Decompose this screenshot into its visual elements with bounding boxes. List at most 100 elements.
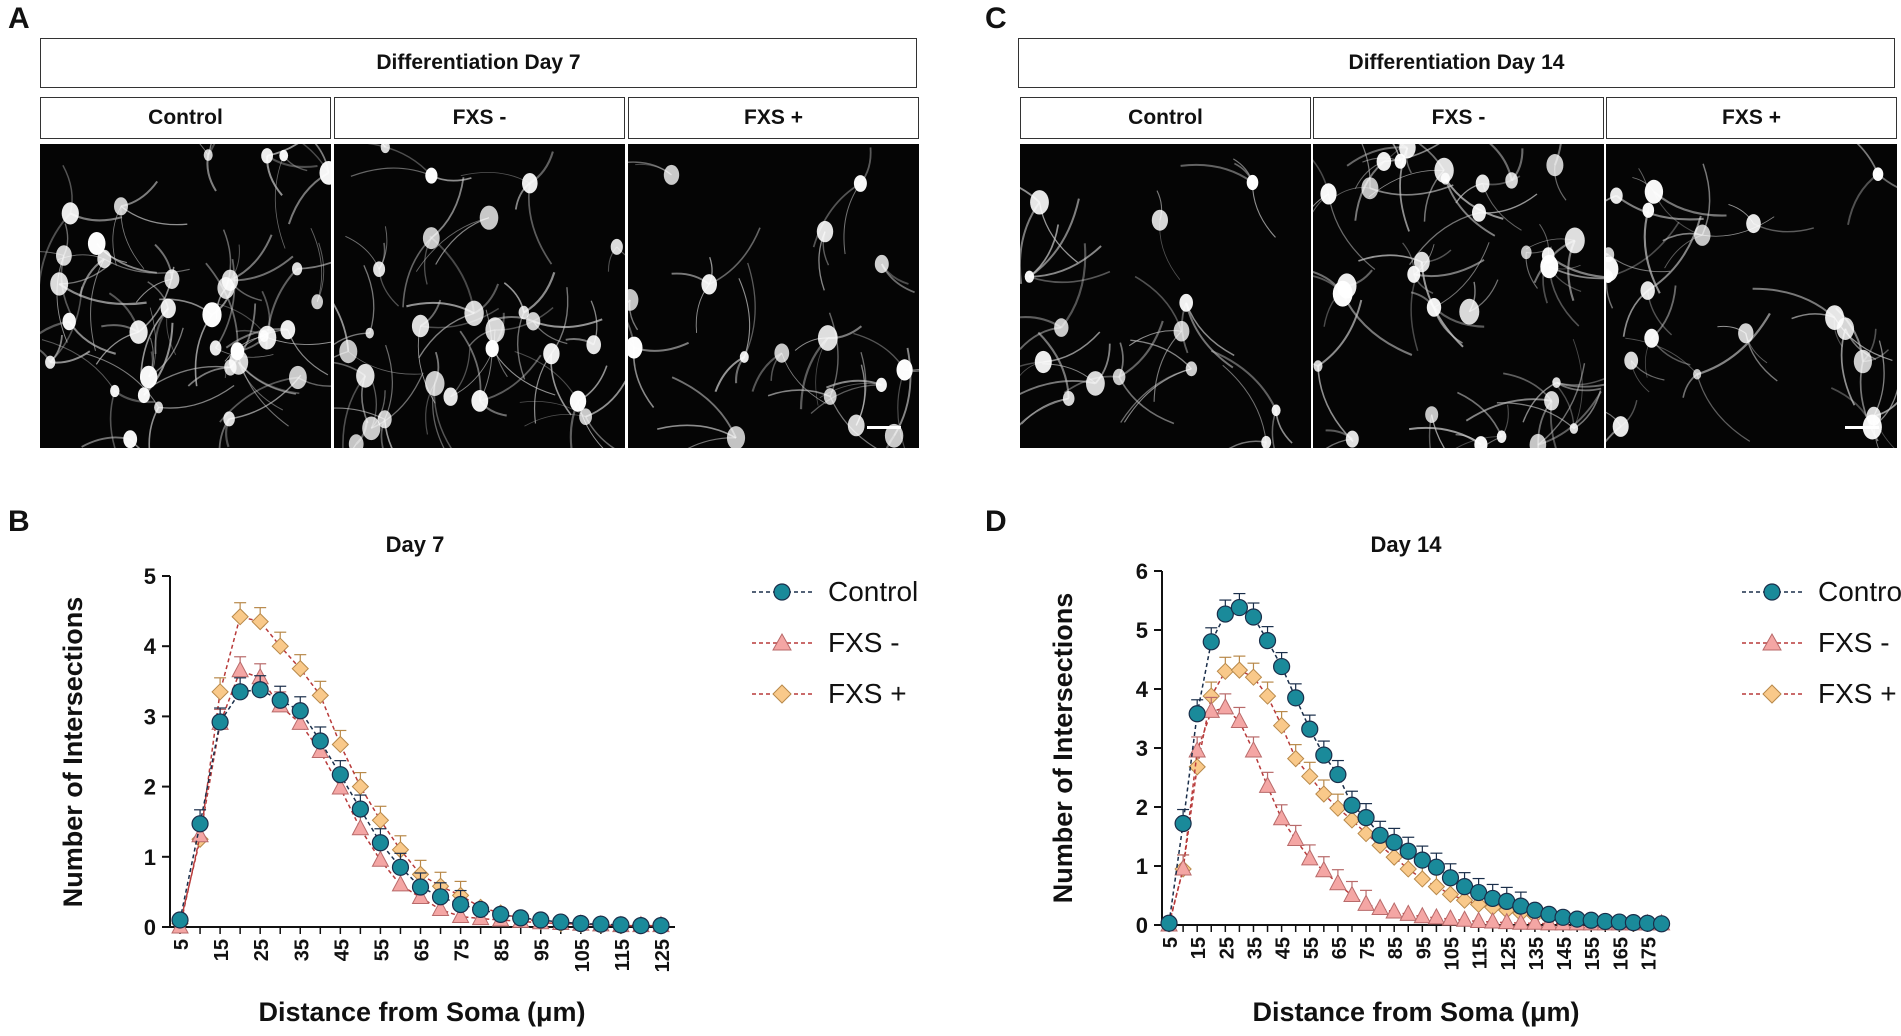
data-point-fxsplus	[1188, 758, 1206, 776]
x-tick-label-day7: 65	[411, 939, 433, 961]
data-point-control	[512, 909, 530, 927]
data-point-control	[1258, 632, 1277, 650]
data-point-fxsminus	[231, 660, 249, 678]
data-point-control	[1174, 814, 1192, 833]
panel-label-c: C	[985, 2, 1007, 35]
soma	[543, 343, 560, 365]
condition-label-fxs-plus-day14: FXS +	[1606, 97, 1897, 139]
neurite	[1383, 144, 1405, 162]
soma	[1642, 202, 1655, 218]
y-tick-label-day14: 5	[1136, 618, 1148, 643]
micrograph-control-day7	[40, 144, 331, 448]
data-point-control	[1329, 765, 1347, 784]
data-point-fxsminus	[1413, 906, 1432, 924]
soma	[1612, 416, 1629, 437]
data-point-control	[1244, 608, 1263, 626]
neurite	[109, 390, 116, 448]
x-tick-label-day14: 125	[1498, 937, 1520, 970]
data-point-fxsplus	[351, 777, 370, 796]
neurite	[1444, 178, 1504, 220]
x-tick-label-day14: 175	[1638, 937, 1660, 970]
x-tick-label-day7: 55	[371, 939, 393, 961]
x-tick-label-day14: 45	[1273, 937, 1295, 959]
soma	[1034, 350, 1052, 374]
y-tick-label-day7: 0	[144, 915, 156, 940]
neurite	[1572, 338, 1583, 429]
soma	[1054, 318, 1069, 337]
data-point-fxsminus	[1343, 885, 1361, 902]
neurite	[1647, 215, 1702, 292]
soma	[1151, 209, 1168, 231]
data-point-fxsplus	[1272, 716, 1291, 735]
soma	[443, 387, 458, 406]
data-point-control	[191, 815, 209, 833]
neurite	[1180, 163, 1254, 184]
micrograph-fxs-plus-day7	[628, 144, 919, 448]
soma	[1569, 423, 1579, 434]
neurite	[1413, 259, 1485, 278]
soma	[726, 426, 746, 448]
soma	[1024, 270, 1035, 283]
legend-label-fxs-minus-day14: FXS -	[1818, 627, 1890, 658]
legend-label-fxs-plus-day14: FXS +	[1818, 678, 1897, 709]
data-point-control	[1357, 809, 1375, 827]
neurite	[1556, 378, 1604, 386]
x-tick-label-day14: 35	[1244, 937, 1266, 959]
soma	[1179, 293, 1193, 312]
neurite	[266, 144, 299, 157]
data-point-control	[1188, 705, 1206, 723]
x-tick-label-day14: 155	[1582, 937, 1604, 970]
soma	[1546, 154, 1564, 177]
x-axis-label-day14: Distance from Soma (μm)	[1252, 997, 1579, 1027]
neurite	[334, 407, 385, 420]
soma	[1425, 406, 1439, 423]
soma	[1407, 265, 1421, 283]
neurite	[1317, 299, 1363, 367]
soma	[425, 167, 438, 184]
x-tick-label-day14: 75	[1357, 937, 1379, 959]
data-point-control	[652, 916, 670, 935]
neurite	[1480, 436, 1502, 448]
soma	[874, 254, 889, 274]
neurite	[1029, 270, 1111, 284]
soma	[292, 262, 303, 276]
data-point-control	[1540, 905, 1558, 923]
soma	[1541, 247, 1555, 264]
x-tick-label-day14: 55	[1301, 937, 1323, 959]
soma	[1030, 190, 1049, 215]
neurite	[1696, 312, 1771, 376]
soma	[1440, 172, 1450, 185]
data-point-control	[572, 914, 590, 933]
y-tick-label-day14: 6	[1136, 559, 1148, 584]
soma	[817, 325, 838, 351]
soma	[884, 423, 904, 448]
legend-label-fxs-plus-day7: FXS +	[828, 678, 907, 709]
x-tick-label-day7: 15	[211, 939, 233, 961]
scale-bar	[867, 426, 901, 429]
data-point-control	[1385, 833, 1403, 852]
soma	[356, 363, 375, 388]
soma	[87, 232, 106, 255]
legend-label-control-day7: Control	[828, 576, 919, 607]
soma	[1271, 404, 1281, 417]
panel-label-b: B	[8, 505, 30, 538]
data-point-control	[472, 900, 490, 919]
soma	[1086, 371, 1105, 396]
condition-label-control-day14: Control	[1020, 97, 1311, 139]
soma	[1544, 391, 1560, 411]
neurite	[366, 144, 432, 177]
neurite	[810, 384, 882, 414]
data-point-control	[492, 905, 510, 923]
condition-label-fxs-minus-day7: FXS -	[334, 97, 625, 139]
data-point-control	[211, 713, 229, 731]
neurite	[214, 258, 236, 349]
soma	[464, 300, 484, 326]
neurite	[1444, 178, 1496, 237]
data-point-control	[411, 878, 430, 896]
soma	[1825, 305, 1845, 330]
neurite	[1496, 402, 1575, 429]
data-point-control	[552, 913, 570, 931]
legend-marker-fxs-plus-day14	[1742, 684, 1802, 704]
soma	[628, 289, 639, 311]
soma	[816, 220, 834, 243]
